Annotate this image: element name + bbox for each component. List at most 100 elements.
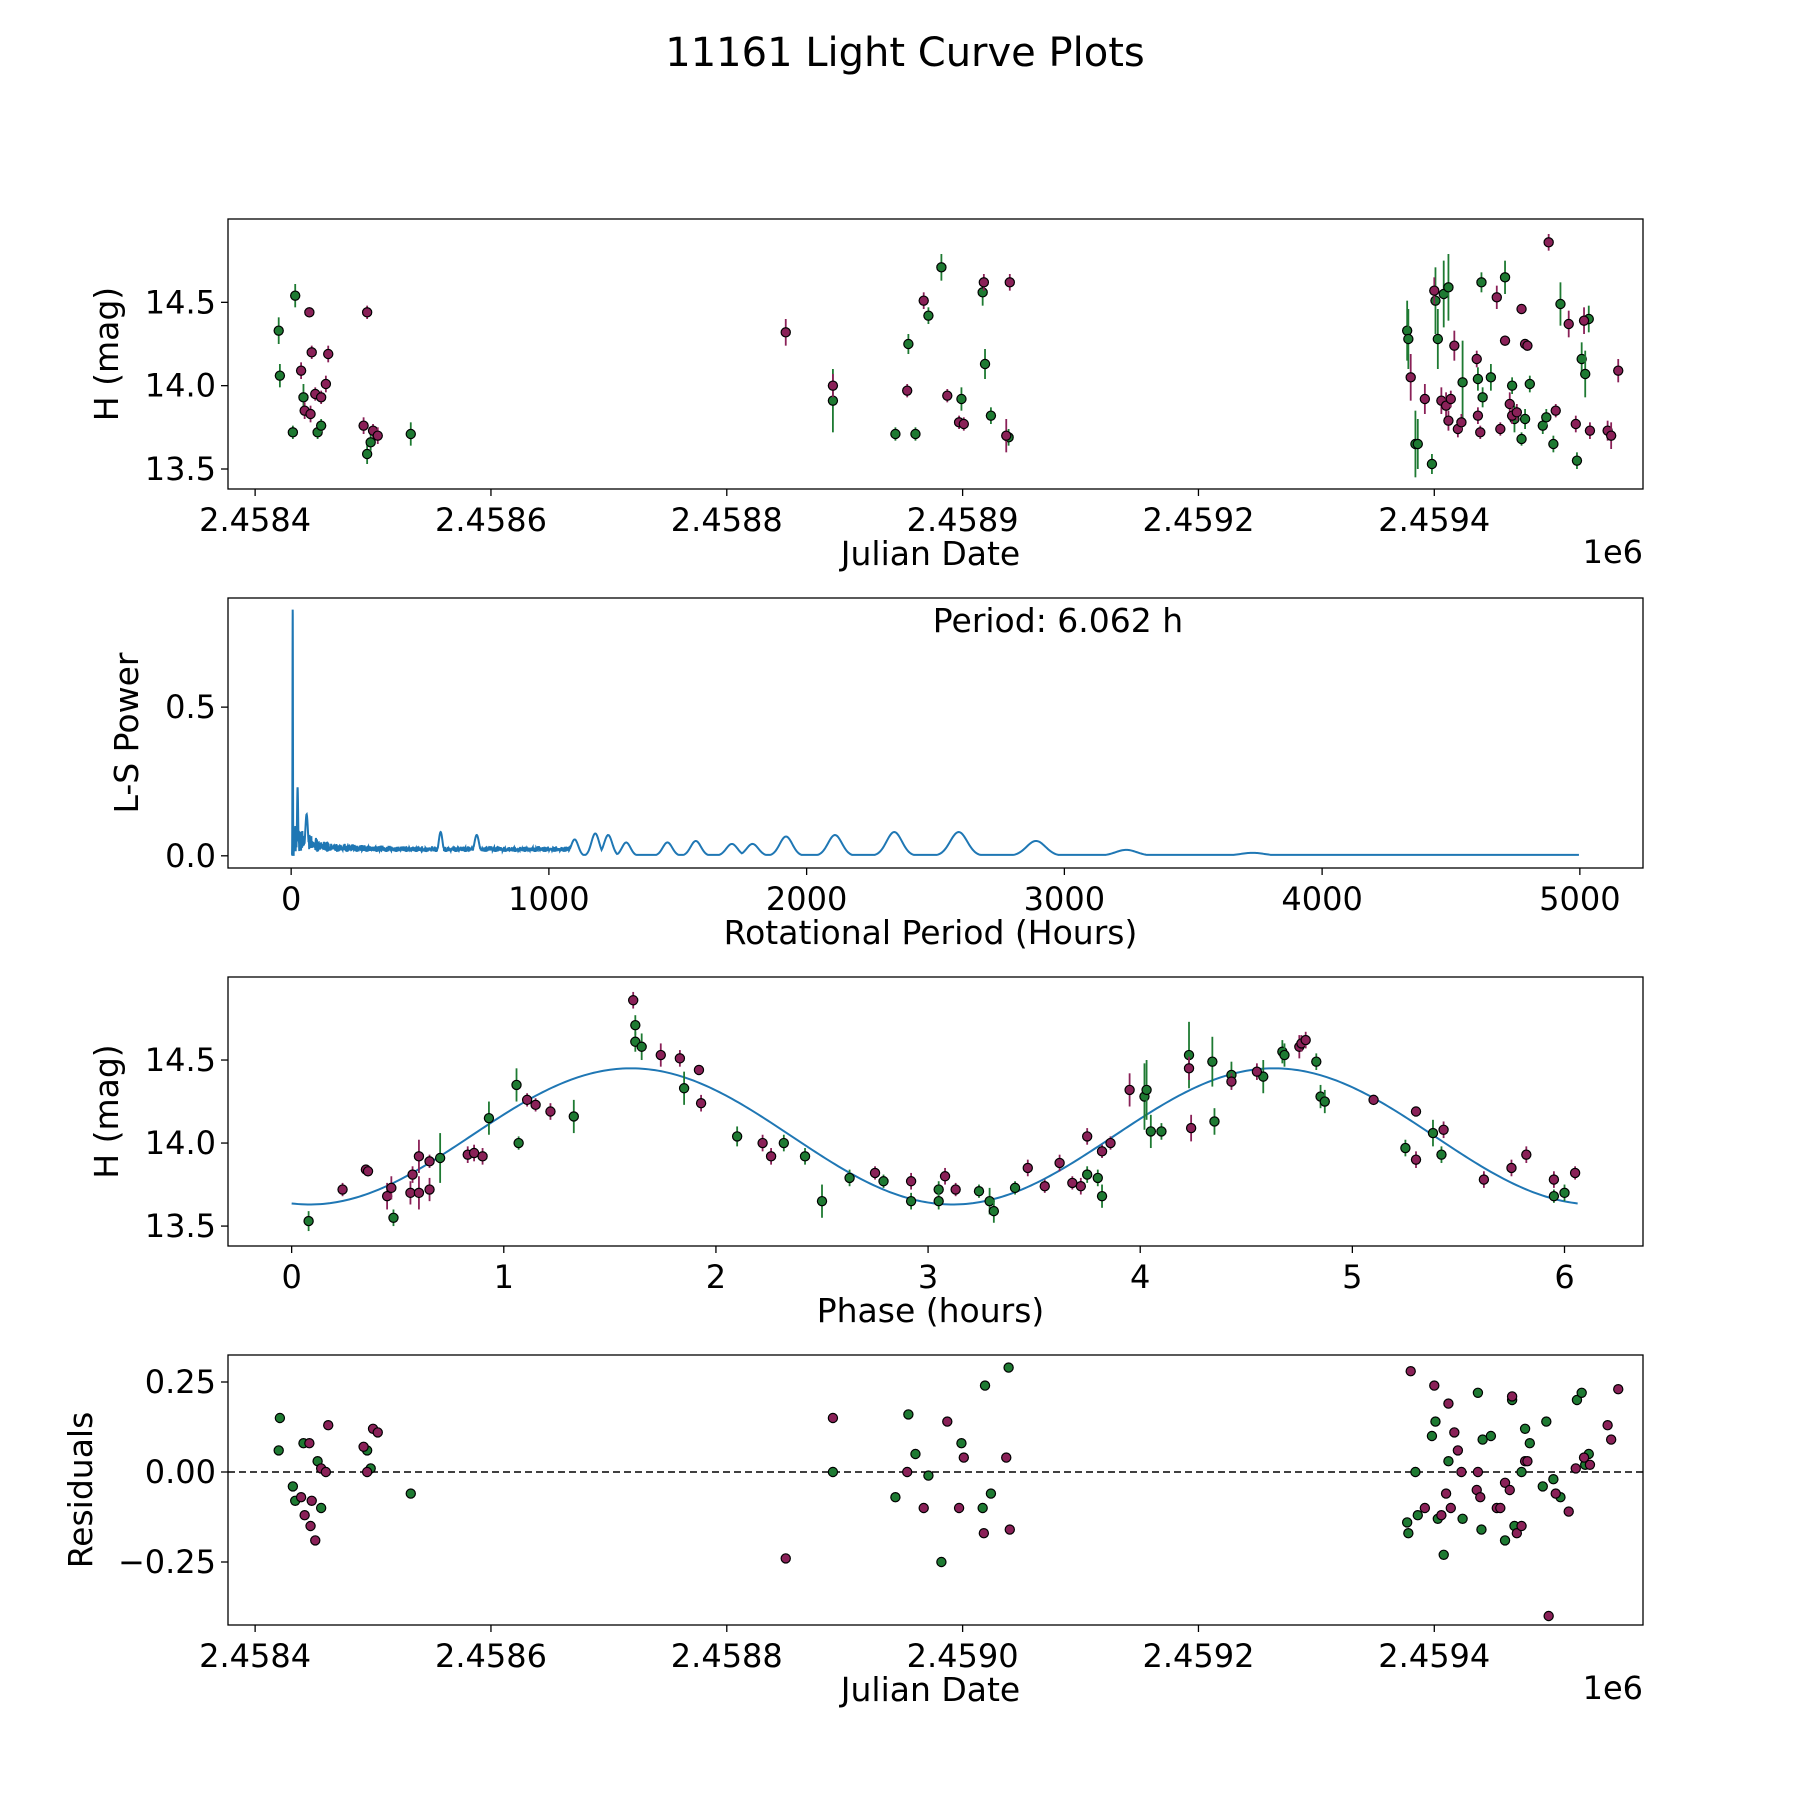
phased-point-green (513, 1137, 524, 1149)
lightcurve-point-green (1477, 392, 1488, 403)
phased-point-magenta (695, 1097, 707, 1109)
residuals-point-magenta (1004, 1524, 1015, 1535)
residuals-point-green (1003, 1362, 1014, 1373)
phased-point-magenta (405, 1187, 416, 1199)
lightcurve-point-green (1426, 458, 1438, 470)
phased-point-green (1141, 1084, 1152, 1096)
lightcurve-point-green (1506, 380, 1518, 391)
lightcurve-point-green (1571, 455, 1583, 466)
phased-point-green (1319, 1096, 1330, 1107)
lightcurve-point-green (1485, 372, 1497, 383)
phased-point-magenta (530, 1099, 541, 1111)
lightcurve-x-offset-label: 1e6 (1583, 533, 1643, 571)
panels: 2.4584 2.4586 2.4588 2.4589 2.4592 2.4594 13.5… (61, 218, 1644, 1709)
residuals-point-magenta (1570, 1463, 1581, 1474)
periodogram-y-axis-label: L-S Power (107, 652, 146, 813)
lightcurve-x-axis-label: Julian Date (839, 534, 1021, 573)
lightcurve-x-tick-label: 2.4594 (1378, 501, 1490, 539)
phased-point-green (1427, 1127, 1439, 1139)
periodogram-panel: Period: 6.062 h 0 1000 2000 3000 4000 5000 0.0 0… (107, 597, 1644, 952)
residuals-point-magenta (1550, 1488, 1561, 1499)
phased-point-green (778, 1137, 790, 1149)
residuals-point-green (1516, 1466, 1527, 1478)
lightcurve-point-green (936, 262, 947, 273)
residuals-y-tick-label: 0.25 (145, 1363, 216, 1401)
residuals-point-green (1519, 1423, 1531, 1435)
phased-point-magenta (655, 1049, 666, 1061)
lightcurve-point-green (977, 287, 988, 298)
lightcurve-point-magenta (918, 295, 929, 306)
phased-point-magenta (674, 1053, 686, 1064)
residuals-point-green (936, 1556, 947, 1568)
residuals-point-magenta (953, 1502, 965, 1514)
phased-point-magenta (413, 1187, 425, 1199)
phased-point-green (905, 1195, 917, 1207)
residuals-point-magenta (1613, 1383, 1624, 1395)
phased-point-green (303, 1215, 314, 1227)
residuals-x-tick-label: 2.4592 (1142, 1637, 1254, 1675)
residuals-point-green (1457, 1513, 1468, 1525)
phased-point-magenta (693, 1064, 705, 1076)
residuals-point-magenta (1602, 1419, 1613, 1431)
phased-point-green (1081, 1169, 1093, 1180)
phased-point-magenta (413, 1151, 425, 1162)
lightcurve-point-green (956, 393, 967, 405)
residuals-point-green (274, 1412, 286, 1424)
phased-point-green (1548, 1190, 1560, 1202)
residuals-point-green (985, 1488, 997, 1499)
residuals-point-magenta (1405, 1365, 1416, 1377)
periodogram-power-curve (290, 609, 1579, 856)
residuals-point-magenta (320, 1466, 332, 1478)
lightcurve-point-magenta (323, 348, 334, 360)
phased-point-green (678, 1083, 690, 1094)
phased-point-green (1009, 1182, 1021, 1194)
residuals-y-axis-label: Residuals (61, 1412, 100, 1569)
residuals-point-green (979, 1380, 991, 1391)
residuals-point-green (903, 1409, 914, 1420)
residuals-point-magenta (323, 1419, 334, 1431)
periodogram-frame (227, 597, 1644, 869)
lightcurve-point-magenta (1511, 407, 1523, 418)
lightcurve-point-magenta (978, 277, 990, 288)
lightcurve-point-magenta (1578, 315, 1590, 326)
periodogram-plot-area (290, 609, 1579, 856)
residuals-plot-area (228, 1362, 1643, 1622)
lightcurve-point-green (1548, 438, 1559, 450)
period-annotation: Period: 6.062 h (933, 601, 1183, 640)
lightcurve-x-tick-label: 2.4589 (907, 501, 1019, 539)
lightcurve-point-green (1524, 378, 1536, 390)
lightcurve-point-green (287, 427, 299, 438)
residuals-point-green (1537, 1481, 1548, 1492)
periodogram-y-tick-label: 0.5 (165, 688, 216, 726)
residuals-point-green (1499, 1535, 1511, 1546)
lightcurve-point-magenta (1495, 423, 1506, 435)
phased-x-axis-label: Phase (hours) (817, 1291, 1045, 1330)
phased-point-magenta (1368, 1094, 1379, 1106)
phased-point-magenta (386, 1182, 397, 1194)
residuals-point-magenta (827, 1412, 839, 1424)
phased-point-magenta (1096, 1146, 1108, 1157)
lightcurve-point-magenta (361, 307, 373, 318)
periodogram-x-tick-label: 5000 (1539, 880, 1620, 918)
lightcurve-point-magenta (1516, 303, 1527, 315)
periodogram-x-tick-label: 4000 (1281, 880, 1362, 918)
phased-point-magenta (1251, 1066, 1263, 1077)
phased-point-green (511, 1079, 522, 1091)
lightcurve-y-tick-label: 14.5 (145, 283, 216, 321)
lightcurve-point-magenta (1605, 430, 1617, 441)
lightcurve-point-green (274, 370, 286, 381)
residuals-point-magenta (1578, 1452, 1590, 1463)
phased-point-green (1092, 1172, 1103, 1184)
lightcurve-point-magenta (1491, 292, 1502, 303)
residuals-point-magenta (1516, 1520, 1527, 1532)
residuals-point-green (1571, 1394, 1583, 1406)
residuals-point-magenta (1511, 1527, 1523, 1539)
residuals-point-green (910, 1448, 921, 1460)
residuals-point-green (827, 1466, 839, 1478)
residuals-point-green (1485, 1430, 1497, 1442)
phased-point-magenta (939, 1171, 951, 1182)
lightcurve-point-magenta (1405, 372, 1416, 383)
residuals-point-magenta (1522, 1455, 1533, 1467)
lightcurve-point-green (827, 395, 839, 406)
phased-point-magenta (1081, 1131, 1093, 1142)
